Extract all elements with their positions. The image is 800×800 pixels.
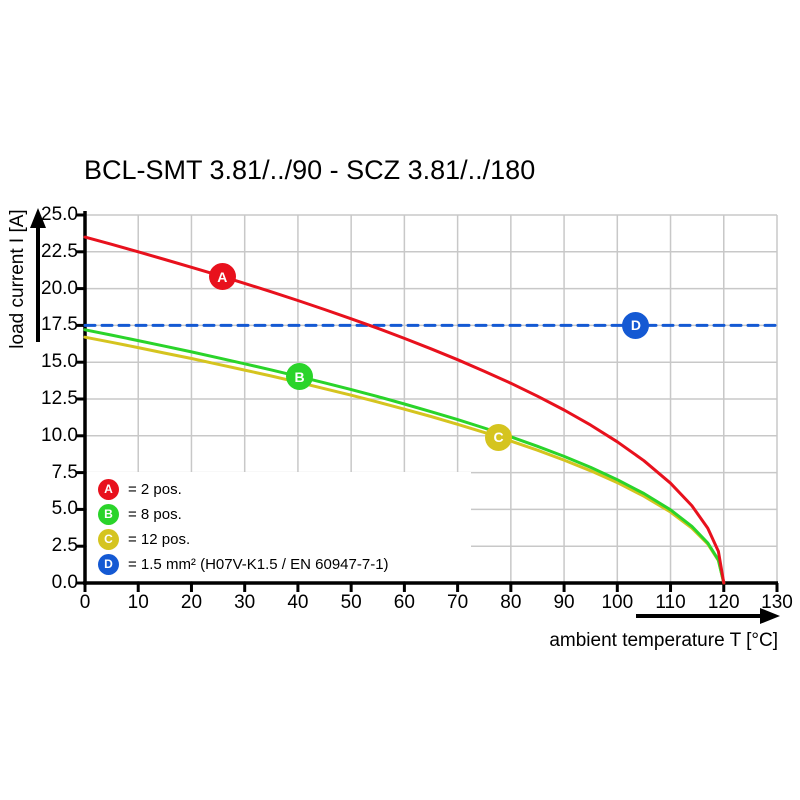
legend-item-d: D = 1.5 mm² (H07V-K1.5 / EN 60947-7-1) <box>98 553 471 575</box>
legend: A = 2 pos. B = 8 pos. C = 12 pos. D = 1.… <box>87 472 471 581</box>
x-tick-label: 120 <box>707 592 740 613</box>
legend-marker-a-icon: A <box>98 478 119 500</box>
curve-marker-c: C <box>485 423 513 451</box>
y-tick-label: 17.5 <box>41 314 78 336</box>
curve-marker-a: A <box>208 263 236 291</box>
curve-marker-d: D <box>622 311 650 339</box>
y-tick-label: 22.5 <box>41 240 78 262</box>
y-axis-arrow-icon <box>30 208 46 342</box>
x-tick-label: 80 <box>500 592 522 613</box>
y-tick-label: 0.0 <box>51 572 78 593</box>
x-tick-label: 40 <box>287 592 309 613</box>
y-tick-label: 7.5 <box>51 461 78 483</box>
curve-marker-b: B <box>286 363 314 391</box>
legend-marker-c-icon: C <box>98 528 119 550</box>
legend-marker-b-icon: B <box>98 503 119 525</box>
x-tick-label: 90 <box>553 592 575 613</box>
legend-item-a: A = 2 pos. <box>98 478 471 500</box>
x-tick-label: 130 <box>761 592 793 613</box>
series-line-a <box>83 235 726 585</box>
x-tick-label: 70 <box>447 592 469 613</box>
y-tick-label: 25.0 <box>41 204 78 225</box>
legend-label-a: = 2 pos. <box>128 480 182 498</box>
y-tick-label: 15.0 <box>41 351 78 373</box>
x-tick-label: 10 <box>127 592 149 613</box>
legend-marker-d-icon: D <box>98 553 119 575</box>
y-tick-label: 20.0 <box>41 277 78 299</box>
y-tick-label: 12.5 <box>41 388 78 409</box>
x-axis-arrow-icon <box>636 608 780 624</box>
page-title: BCL-SMT 3.81/../90 - SCZ 3.81/../180 <box>84 155 536 185</box>
x-tick-label: 30 <box>234 592 256 613</box>
y-tick-label: 2.5 <box>51 535 78 557</box>
x-tick-label: 100 <box>601 592 634 613</box>
x-tick-label: 110 <box>655 592 686 613</box>
legend-label-b: = 8 pos. <box>128 505 182 523</box>
series-line-b <box>83 328 726 585</box>
y-tick-label: 5.0 <box>51 498 78 520</box>
y-axis-title: load current I [A] <box>7 209 28 349</box>
legend-item-b: B = 8 pos. <box>98 503 471 525</box>
x-tick-label: 50 <box>340 592 362 613</box>
x-tick-label: 20 <box>180 592 203 613</box>
x-tick-label: 60 <box>393 592 415 613</box>
legend-item-c: C = 12 pos. <box>98 528 471 550</box>
x-tick-label: 0 <box>79 592 91 613</box>
series-line-c <box>83 335 726 585</box>
legend-label-d: = 1.5 mm² (H07V-K1.5 / EN 60947-7-1) <box>128 555 389 573</box>
legend-label-c: = 12 pos. <box>128 530 191 548</box>
x-axis-title: ambient temperature T [°C] <box>549 630 778 651</box>
y-tick-label: 10.0 <box>41 424 78 446</box>
